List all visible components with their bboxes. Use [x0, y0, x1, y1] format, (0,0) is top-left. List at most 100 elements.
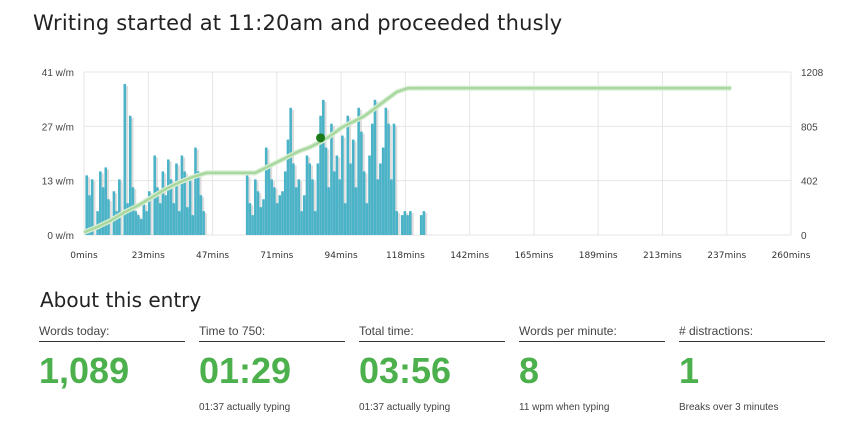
- wpm-bar: [177, 211, 181, 235]
- wpm-bar: [147, 191, 151, 235]
- stat-value: 1: [679, 350, 700, 391]
- wpm-bar: [172, 203, 176, 235]
- bar-shadow: [394, 125, 398, 235]
- stat-label: Total time:: [359, 324, 505, 342]
- wpm-bar: [126, 203, 129, 235]
- wpm-bar: [158, 203, 162, 235]
- wpm-bar: [302, 195, 306, 235]
- x-tick-label: 165mins: [514, 251, 553, 261]
- bar-shadow: [130, 117, 134, 235]
- wpm-bar: [164, 195, 167, 235]
- bar-shadow: [125, 85, 129, 236]
- wpm-bar: [262, 199, 265, 235]
- wpm-bar: [137, 215, 140, 235]
- progress-marker: [316, 133, 326, 143]
- y-left-tick-label: 0 w/m: [47, 231, 74, 242]
- wpm-bar: [169, 179, 173, 235]
- wpm-bar: [183, 171, 186, 235]
- bar-shadow: [190, 181, 194, 235]
- wpm-bar: [145, 211, 148, 235]
- wpm-bar: [139, 219, 143, 235]
- wpm-bar: [256, 191, 260, 235]
- y-right-tick-label: 1208: [801, 68, 824, 79]
- wpm-bar: [245, 175, 249, 235]
- x-tick-label: 0mins: [70, 251, 98, 261]
- wpm-bar: [259, 207, 263, 235]
- wpm-bar: [267, 163, 271, 235]
- wpm-bar: [349, 163, 352, 235]
- wpm-bar: [403, 211, 407, 235]
- bar-shadow: [313, 181, 316, 235]
- about-entry-heading: About this entry: [40, 288, 202, 312]
- wpm-bar: [313, 211, 317, 235]
- bar-shadow: [92, 181, 96, 235]
- wpm-bar: [123, 83, 127, 236]
- x-tick-label: 23mins: [132, 251, 165, 261]
- wpm-bar: [128, 115, 132, 235]
- wpm-bar: [85, 175, 89, 235]
- wpm-bar: [275, 203, 279, 235]
- wpm-bar: [270, 179, 273, 235]
- wpm-bar: [264, 147, 268, 235]
- wpm-bar: [131, 187, 135, 235]
- bar-shadow: [120, 181, 123, 235]
- wpm-bar: [406, 215, 409, 235]
- stat-label: Words today:: [39, 324, 185, 342]
- stat-words-today: Words today: 1,089: [39, 324, 185, 402]
- wpm-bar: [362, 171, 366, 235]
- wpm-bar: [286, 139, 290, 235]
- wpm-bar: [194, 147, 197, 235]
- wpm-bar: [346, 115, 350, 235]
- x-tick-label: 47mins: [196, 251, 229, 261]
- wpm-bar: [186, 207, 189, 235]
- wpm-bar: [376, 179, 379, 235]
- wpm-bar: [368, 155, 371, 235]
- page-title: Writing started at 11:20am and proceeded…: [33, 11, 563, 35]
- x-tick-label: 118mins: [386, 251, 425, 261]
- wpm-bar: [115, 211, 118, 235]
- wpm-bar: [248, 203, 252, 235]
- stat-note: 01:37 actually typing: [199, 402, 291, 413]
- x-tick-label: 237mins: [707, 251, 746, 261]
- stat-total-time: Total time: 03:56 01:37 actually typing: [359, 324, 505, 413]
- bar-shadow: [411, 213, 414, 235]
- stat-value: 01:29: [199, 350, 292, 391]
- stat-distractions: # distractions: 1 Breaks over 3 minutes: [679, 324, 825, 413]
- wpm-bar: [387, 123, 390, 235]
- wpm-bar: [319, 115, 322, 235]
- bar-shadow: [299, 181, 303, 235]
- wpm-bar: [308, 163, 311, 235]
- wpm-bar: [278, 195, 282, 235]
- bar-shadow: [177, 165, 180, 235]
- stat-time-to-750: Time to 750: 01:29 01:37 actually typing: [199, 324, 345, 413]
- wpm-bar: [354, 187, 358, 235]
- stat-note: 11 wpm when typing: [519, 402, 610, 413]
- wpm-bar: [332, 171, 336, 235]
- wpm-bar: [188, 179, 192, 235]
- wpm-bar: [251, 215, 254, 235]
- wpm-bar: [202, 211, 205, 235]
- stat-value: 8: [519, 350, 540, 391]
- bar-shadow: [185, 173, 188, 235]
- wpm-bar: [199, 195, 203, 235]
- wpm-bar: [422, 211, 426, 235]
- stat-value: 1,089: [39, 350, 130, 391]
- bar-shadow: [397, 213, 401, 235]
- wpm-bar: [311, 179, 314, 235]
- stat-label: Time to 750:: [199, 324, 345, 342]
- wpm-bar: [316, 163, 320, 235]
- stat-words-per-minute: Words per minute: 8 11 wpm when typing: [519, 324, 665, 413]
- y-right-tick-label: 805: [801, 122, 818, 133]
- wpm-bar: [389, 179, 393, 235]
- wpm-bar: [360, 131, 363, 235]
- wpm-bar: [281, 191, 284, 235]
- stat-note: Breaks over 3 minutes: [679, 402, 779, 413]
- wpm-bar: [381, 147, 385, 235]
- wpm-bar: [196, 171, 200, 235]
- cumulative-line: [83, 86, 732, 234]
- stat-note: 01:37 actually typing: [359, 402, 451, 413]
- writing-chart: 41 w/m 27 w/m 13 w/m 0 w/m 1208 805 402 0 0mins 2…: [42, 68, 824, 261]
- wpm-bar: [373, 99, 377, 235]
- wpm-bar: [338, 179, 341, 235]
- wpm-bar: [400, 215, 404, 235]
